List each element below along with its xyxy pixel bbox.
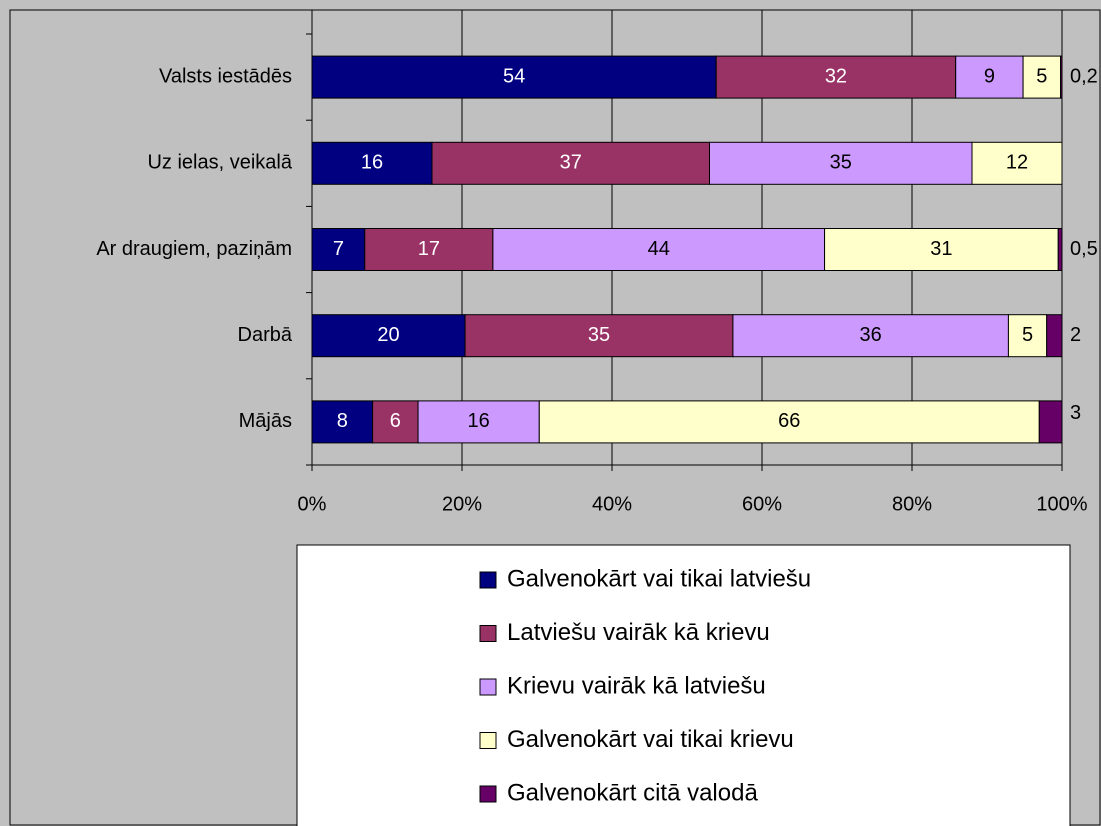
y-tick-label: Uz ielas, veikalā [147, 152, 292, 174]
legend-label: Galvenokārt vai tikai krievu [507, 726, 794, 753]
legend-swatch [479, 571, 497, 589]
legend-label: Galvenokārt vai tikai latviešu [507, 565, 811, 592]
data-label: 16 [361, 152, 383, 174]
legend-label: Galvenokārt citā valodā [507, 779, 758, 806]
data-label: 6 [390, 410, 401, 432]
data-label: 35 [830, 152, 852, 174]
bar-segment [1046, 314, 1063, 358]
bar-segment [311, 400, 374, 444]
bar-segment [709, 141, 973, 185]
legend-label: Krievu vairāk kā latviešu [507, 672, 766, 699]
y-tick-label: Ar draugiem, paziņām [96, 238, 292, 260]
bar-segment [1060, 55, 1063, 99]
bar-segment [1038, 400, 1063, 444]
legend-label: Latviešu vairāk kā krievu [507, 619, 770, 646]
legend-box [296, 544, 1071, 826]
bar-segment [372, 400, 419, 444]
data-label: 66 [778, 410, 800, 432]
legend-swatch [479, 785, 497, 803]
data-label: 36 [860, 324, 882, 346]
data-label: 35 [588, 324, 610, 346]
bar-segment [364, 228, 494, 271]
data-label: 7 [333, 238, 344, 260]
data-label: 44 [648, 238, 670, 260]
y-tick-label: Mājās [239, 410, 292, 432]
data-label: 8 [337, 410, 348, 432]
data-label: 9 [984, 65, 995, 87]
data-label: 37 [560, 152, 582, 174]
bar-segment [417, 400, 540, 444]
data-label: 5 [1036, 65, 1047, 87]
data-label: 12 [1006, 152, 1028, 174]
data-label: 32 [825, 65, 847, 87]
bar-segment [311, 141, 433, 185]
data-label: 54 [503, 65, 525, 87]
data-label: 2 [1070, 324, 1081, 346]
bar-segment [311, 314, 466, 358]
bar-segment [311, 228, 366, 271]
data-label: 3 [1070, 402, 1081, 424]
legend-swatch [479, 678, 497, 696]
x-tick-label: 60% [742, 493, 782, 515]
bar-segment [1057, 228, 1063, 271]
y-tick-label: Valsts iestādēs [159, 65, 292, 87]
data-label: 0,2 [1070, 65, 1098, 87]
data-label: 5 [1022, 324, 1033, 346]
bar-segment [492, 228, 826, 271]
bar-segment [971, 141, 1063, 185]
x-tick-label: 0% [298, 493, 327, 515]
data-label: 0,5 [1070, 238, 1098, 260]
bar-segment [824, 228, 1059, 271]
x-tick-label: 100% [1036, 493, 1087, 515]
data-label: 17 [418, 238, 440, 260]
bar-segment [538, 400, 1040, 444]
bar-segment [732, 314, 1009, 358]
data-label: 20 [377, 324, 399, 346]
x-tick-label: 20% [442, 493, 482, 515]
legend-swatch [479, 732, 497, 749]
legend-swatch [479, 625, 497, 642]
bar-segment [311, 55, 717, 99]
x-tick-label: 80% [892, 493, 932, 515]
data-label: 31 [930, 238, 952, 260]
x-tick-label: 40% [592, 493, 632, 515]
y-tick-label: Darbā [238, 324, 293, 346]
data-label: 16 [468, 410, 490, 432]
bar-segment [1007, 314, 1048, 358]
bar-segment [715, 55, 957, 99]
